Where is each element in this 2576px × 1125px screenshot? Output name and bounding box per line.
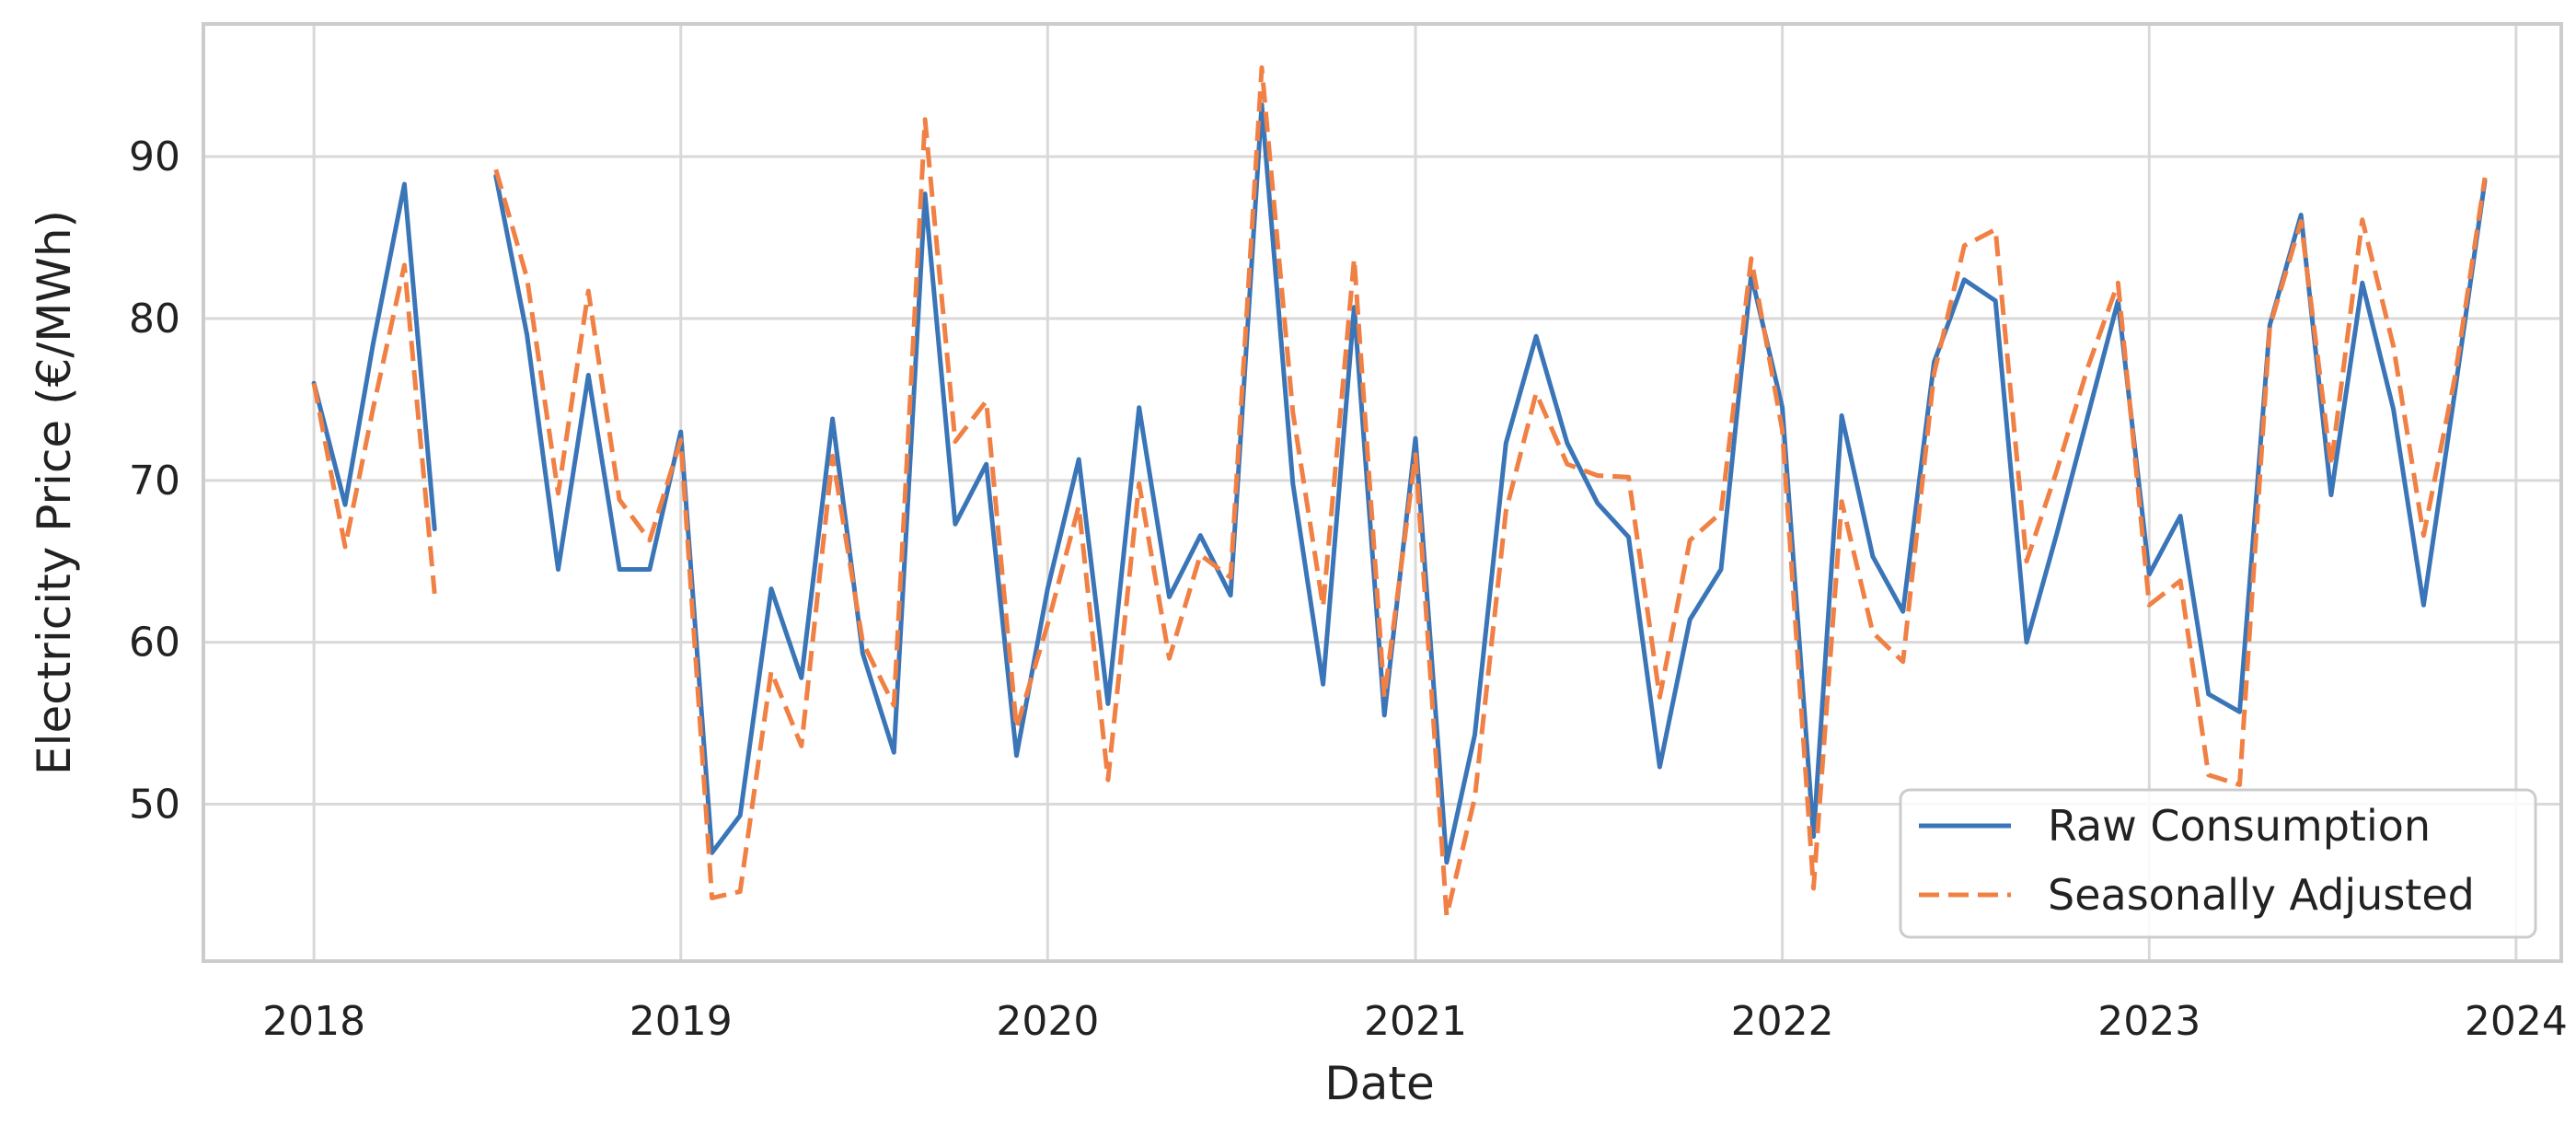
x-tick-label: 2024: [2465, 998, 2568, 1045]
x-tick-label: 2018: [262, 998, 365, 1045]
legend-label-seasonally-adjusted: Seasonally Adjusted: [2048, 870, 2475, 920]
x-tick-label: 2022: [1731, 998, 1834, 1045]
y-tick-label: 70: [129, 458, 180, 505]
y-tick-label: 80: [129, 296, 180, 342]
x-axis-label: Date: [1324, 1057, 1435, 1110]
plot-area-frame: [202, 22, 2563, 963]
legend-label-raw-consumption: Raw Consumption: [2048, 801, 2431, 851]
y-tick-label: 90: [129, 133, 180, 180]
x-tick-label: 2021: [1364, 998, 1467, 1045]
x-tick-label: 2023: [2097, 998, 2201, 1045]
x-tick-label: 2019: [630, 998, 733, 1045]
series-line-seasonally-adjusted: [311, 65, 2488, 919]
legend: Raw Consumption Seasonally Adjusted: [1899, 788, 2537, 939]
series-seasonally-adjusted: [311, 65, 2488, 919]
y-axis-label: Electricity Price (€/MWh): [28, 210, 81, 775]
y-tick-label: 50: [129, 781, 180, 828]
series-line-raw-consumption: [311, 102, 2488, 865]
x-tick-label: 2020: [996, 998, 1099, 1045]
series-lines: [311, 65, 2488, 919]
series-raw-consumption: [311, 102, 2488, 865]
y-tick-label: 60: [129, 620, 180, 667]
grid-lines: [203, 24, 2561, 961]
y-axis-ticks: 50 60 70 80 90: [129, 133, 180, 828]
x-axis-ticks: 2018 2019 2020 2021 2022 2023 2024: [262, 998, 2568, 1045]
legend-box: [1899, 788, 2537, 939]
